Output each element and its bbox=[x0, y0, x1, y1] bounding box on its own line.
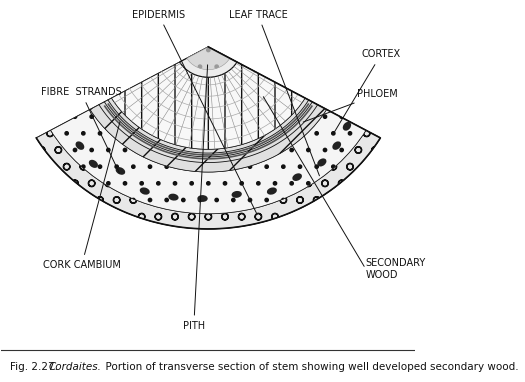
Text: FIBRE  STRANDS: FIBRE STRANDS bbox=[41, 87, 121, 173]
Text: SECONDARY
WOOD: SECONDARY WOOD bbox=[365, 258, 426, 280]
Text: LEAF TRACE: LEAF TRACE bbox=[228, 10, 319, 176]
Text: PHLOEM: PHLOEM bbox=[303, 89, 398, 122]
Wedge shape bbox=[90, 98, 327, 172]
Ellipse shape bbox=[197, 195, 208, 202]
Text: CORTEX: CORTEX bbox=[334, 50, 401, 133]
Ellipse shape bbox=[343, 122, 351, 131]
Text: Fig. 2.27.: Fig. 2.27. bbox=[9, 363, 64, 372]
Wedge shape bbox=[187, 47, 230, 70]
Ellipse shape bbox=[232, 191, 242, 198]
Ellipse shape bbox=[292, 173, 302, 181]
Text: CORK CAMBIUM: CORK CAMBIUM bbox=[43, 122, 121, 270]
Text: EPIDERMIS: EPIDERMIS bbox=[132, 10, 256, 213]
Ellipse shape bbox=[332, 141, 341, 150]
Ellipse shape bbox=[76, 141, 85, 150]
Ellipse shape bbox=[89, 160, 98, 168]
Ellipse shape bbox=[116, 167, 125, 175]
Wedge shape bbox=[180, 47, 237, 77]
Text: Cordaites.: Cordaites. bbox=[49, 363, 102, 372]
Ellipse shape bbox=[169, 194, 178, 201]
Ellipse shape bbox=[317, 159, 327, 167]
Wedge shape bbox=[111, 62, 305, 149]
Text: PITH: PITH bbox=[183, 65, 207, 331]
Ellipse shape bbox=[140, 188, 150, 195]
Wedge shape bbox=[50, 110, 366, 214]
Wedge shape bbox=[36, 47, 380, 229]
Wedge shape bbox=[36, 130, 380, 229]
Text: Portion of transverse section of stem showing well developed secondary wood.: Portion of transverse section of stem sh… bbox=[99, 363, 518, 372]
Ellipse shape bbox=[267, 188, 277, 195]
